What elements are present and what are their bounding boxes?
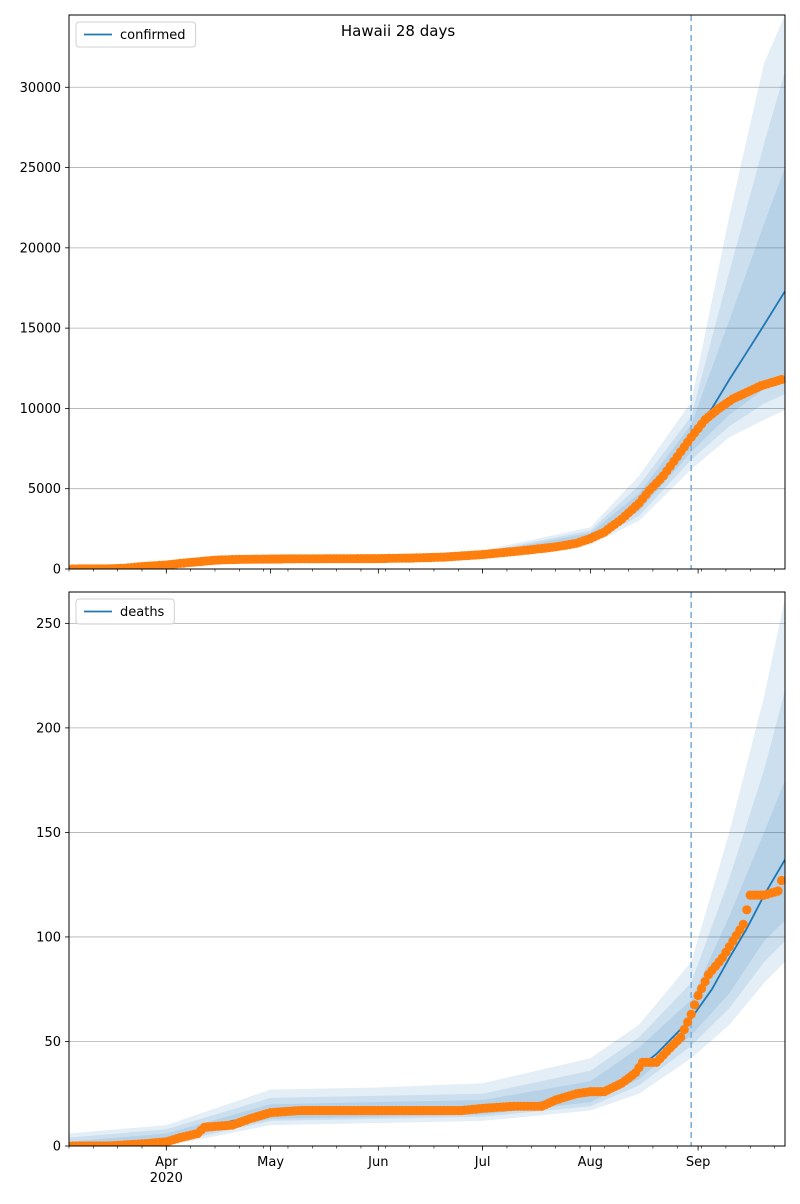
- legend: deaths: [75, 598, 175, 625]
- y-tick-label: 100: [36, 930, 61, 945]
- y-tick-label: 25000: [20, 161, 61, 176]
- legend-label: confirmed: [120, 28, 186, 43]
- observed-point: [679, 1025, 689, 1035]
- observed-point: [742, 905, 752, 915]
- y-tick-label: 10000: [20, 402, 61, 417]
- uncertainty-band-0: [69, 598, 785, 1146]
- observed-point: [738, 919, 748, 930]
- uncertainty-band-0: [69, 15, 785, 569]
- observed-point: [686, 1009, 696, 1019]
- observed-point: [690, 1000, 700, 1010]
- plot-frame: [68, 591, 786, 1147]
- y-tick-label: 0: [53, 563, 61, 578]
- plot-frame: [68, 14, 786, 570]
- y-tick-label: 5000: [28, 482, 61, 497]
- chart-title: Hawaii 28 days: [341, 22, 455, 40]
- x-tick-label: Jun: [367, 1155, 388, 1170]
- x-tick-sublabel: 2020: [150, 1171, 183, 1186]
- y-tick-label: 150: [36, 826, 61, 841]
- x-tick-label: Aug: [578, 1155, 603, 1170]
- legend-label: deaths: [120, 605, 165, 620]
- legend: confirmed: [75, 21, 197, 48]
- y-tick-label: 0: [53, 1140, 61, 1155]
- y-tick-label: 20000: [20, 241, 61, 256]
- plot-area: [69, 15, 785, 569]
- x-tick-label: Jul: [474, 1155, 491, 1170]
- plot-area: [69, 592, 785, 1146]
- observed-point: [676, 1032, 686, 1042]
- legend-box: [75, 598, 175, 625]
- uncertainty-band-1: [69, 71, 785, 569]
- y-tick-label: 250: [36, 617, 61, 632]
- x-tick-label: May: [257, 1155, 284, 1170]
- legend-box: [75, 21, 197, 48]
- observed-point: [697, 983, 707, 994]
- observed-point: [776, 875, 785, 886]
- chart-panel-0: 0 5000 10000 15000 20000 25000 30000 Hawaii 28 …: [20, 14, 786, 578]
- observed-point: [683, 1017, 693, 1027]
- y-tick-label: 200: [36, 721, 61, 736]
- y-tick-label: 15000: [20, 322, 61, 337]
- y-tick-label: 30000: [20, 81, 61, 96]
- observed-point: [700, 976, 710, 987]
- y-tick-label: 50: [44, 1035, 61, 1050]
- observed-point: [773, 886, 783, 896]
- x-tick-label: Apr: [155, 1155, 178, 1170]
- uncertainty-band-2: [69, 167, 785, 569]
- observed-point: [776, 374, 785, 385]
- uncertainty-band-1: [69, 690, 785, 1146]
- x-tick-label: Sep: [686, 1155, 711, 1170]
- observed-point: [693, 990, 703, 1001]
